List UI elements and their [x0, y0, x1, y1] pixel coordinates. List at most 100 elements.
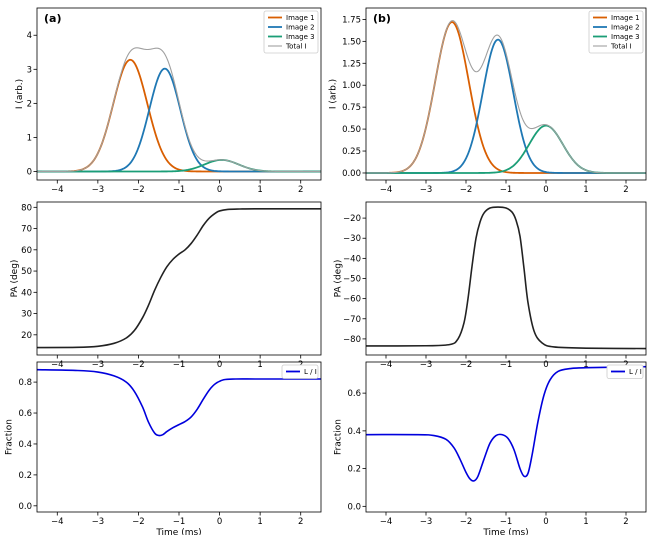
x-tick-label: 1: [583, 185, 588, 195]
y-axis-label: Fraction: [5, 419, 15, 455]
y-axis-label: Fraction: [334, 419, 344, 455]
x-tick-label: 2: [623, 517, 628, 527]
y-tick-label: 30: [21, 310, 32, 320]
x-tick-label: 1: [257, 360, 262, 370]
x-tick-label: −3: [92, 517, 105, 527]
x-tick-label: −4: [51, 517, 64, 527]
legend: L / I: [281, 364, 319, 379]
x-tick-label: −1: [173, 185, 186, 195]
x-axis-label: Time (ms): [482, 528, 528, 535]
x-tick-label: 0: [543, 185, 548, 195]
y-axis-label: I (arb.): [15, 79, 25, 109]
x-tick-label: 2: [298, 185, 303, 195]
x-tick-label: 0: [217, 360, 222, 370]
y-tick-label: −30: [343, 234, 361, 244]
panel-a2: −4−3−2−101220304050607080PA (deg): [10, 201, 322, 370]
y-tick-label: 0.8: [18, 378, 32, 388]
y-tick-label: 0.0: [18, 502, 32, 512]
y-tick-label: 4: [27, 31, 32, 41]
y-tick-label: 0.75: [342, 103, 361, 113]
y-axis-label: PA (deg): [334, 260, 344, 298]
x-tick-label: −3: [92, 360, 105, 370]
series-line-image-2: [366, 38, 646, 174]
y-tick-label: 0.4: [347, 427, 361, 437]
y-tick-label: 1.00: [342, 81, 361, 91]
legend-label: Image 2: [611, 24, 640, 32]
y-tick-label: 20: [21, 331, 32, 341]
x-tick-label: −2: [132, 517, 145, 527]
series-line-pa: [366, 206, 646, 350]
plot-area: [366, 365, 646, 482]
series-line-image-1: [37, 58, 321, 173]
y-tick-label: 0.6: [18, 409, 32, 419]
legend-label: L / I: [304, 368, 317, 376]
series-line-image-2: [37, 67, 321, 173]
legend-label: Image 3: [286, 33, 315, 41]
y-tick-label: −80: [343, 335, 361, 345]
legend-label: Total I: [610, 43, 632, 51]
legend-label: Image 1: [611, 14, 640, 22]
y-tick-label: 0.6: [347, 389, 361, 399]
y-tick-label: −70: [343, 315, 361, 325]
plot-area: [37, 47, 321, 173]
y-tick-label: 50: [21, 267, 32, 277]
y-axis-label: PA (deg): [10, 260, 20, 298]
x-tick-label: 1: [583, 360, 588, 370]
x-tick-label: −4: [51, 185, 64, 195]
x-tick-label: −3: [92, 185, 105, 195]
x-tick-label: 0: [217, 517, 222, 527]
legend-label: Total I: [285, 43, 307, 51]
axes-frame: [36, 201, 322, 356]
y-tick-label: 1.75: [342, 15, 361, 25]
x-tick-label: 2: [623, 185, 628, 195]
legend-box: [588, 10, 644, 54]
legend-label: L / I: [629, 368, 642, 376]
x-tick-label: −4: [380, 517, 393, 527]
panel-a3: −4 −3 −2 −1 0 1 2 0.0 0.2 0.4 0.6 0.8 Fraction Time (…: [5, 361, 322, 535]
x-tick-label: −3: [420, 185, 433, 195]
x-tick-label: −2: [460, 185, 473, 195]
y-tick-label: 0: [27, 167, 32, 177]
x-tick-label: 1: [257, 517, 262, 527]
y-tick-label: 0.50: [342, 125, 361, 135]
x-tick-label: −4: [380, 360, 393, 370]
x-tick-label: 1: [583, 517, 588, 527]
plot-area: [37, 207, 321, 349]
x-tick-label: −1: [173, 360, 186, 370]
y-tick-label: −20: [343, 214, 361, 224]
y-tick-label: 3: [27, 65, 32, 75]
series-line-total-i: [366, 20, 646, 174]
plot-area: [366, 20, 646, 174]
y-tick-label: 60: [21, 246, 32, 256]
series-line-image-3: [366, 124, 646, 174]
axes-frame: [36, 361, 322, 513]
x-tick-label: −3: [420, 517, 433, 527]
x-tick-label: −1: [500, 517, 513, 527]
y-tick-label: −60: [343, 295, 361, 305]
series-line-pa: [37, 207, 321, 349]
panel-label: (a): [44, 12, 61, 25]
legend-label: Image 3: [611, 33, 640, 41]
y-tick-label: −50: [343, 275, 361, 285]
x-tick-label: 1: [257, 185, 262, 195]
x-tick-label: 0: [543, 360, 548, 370]
legend-label: Image 1: [286, 14, 315, 22]
x-tick-label: −2: [460, 360, 473, 370]
x-tick-label: −2: [132, 185, 145, 195]
x-tick-label: −1: [500, 360, 513, 370]
legend-label: Image 2: [286, 24, 315, 32]
y-tick-label: 80: [21, 203, 32, 213]
x-axis-label: Time (ms): [155, 528, 201, 535]
x-tick-label: −1: [500, 185, 513, 195]
panel-b1: −4 −3 −2 −1 0 1 2 0.00 0.25 0.50 0.75 1.00 1.25 1.50 1…: [329, 7, 647, 195]
y-tick-label: 0.0: [347, 502, 361, 512]
legend: L / I: [606, 364, 644, 379]
y-tick-label: 40: [21, 288, 32, 298]
y-tick-label: 0.2: [18, 471, 32, 481]
y-tick-label: 0.25: [342, 147, 361, 157]
panel-label: (b): [373, 12, 391, 25]
x-tick-label: −2: [132, 360, 145, 370]
